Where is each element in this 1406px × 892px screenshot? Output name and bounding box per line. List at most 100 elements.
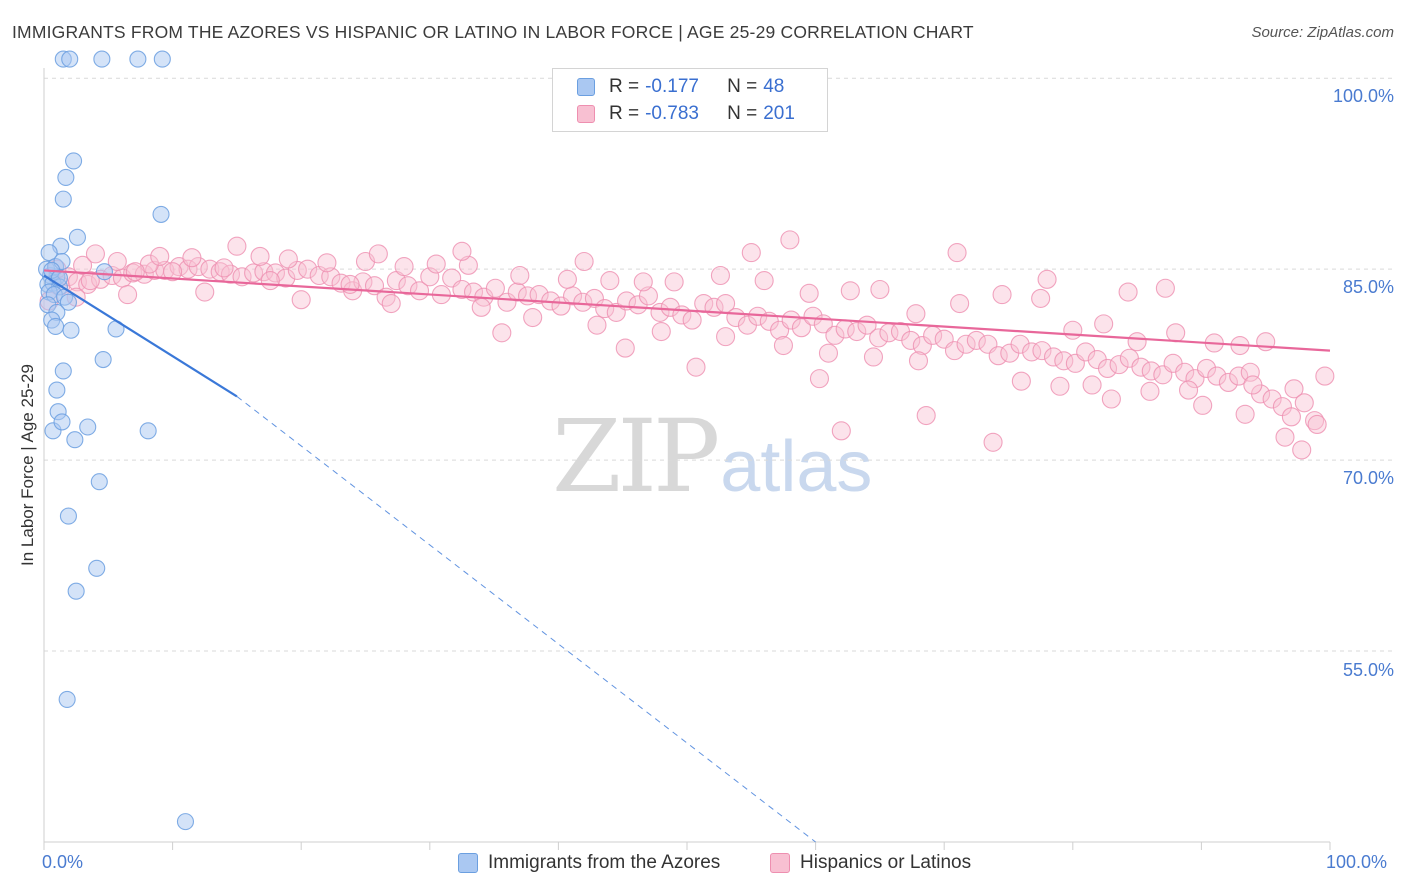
data-point-hispanic [1010, 334, 1030, 354]
data-point-hispanic [394, 257, 414, 277]
data-point-hispanic [1235, 404, 1255, 424]
data-point-hispanic [870, 279, 890, 300]
trendline-azores [43, 274, 238, 398]
data-point-azores [40, 244, 58, 262]
data-point-hispanic [682, 310, 702, 330]
data-point-hispanic [182, 248, 202, 268]
data-point-hispanic [741, 243, 761, 263]
data-point-hispanic [510, 265, 530, 286]
data-point-hispanic [523, 307, 543, 328]
data-point-hispanic [754, 271, 774, 291]
data-point-hispanic [150, 246, 170, 266]
data-point-hispanic [1193, 395, 1213, 415]
data-point-hispanic [1031, 288, 1051, 308]
data-point-hispanic [1262, 389, 1282, 409]
chart-title: IMMIGRANTS FROM THE AZORES VS HISPANIC O… [12, 22, 974, 42]
data-point-hispanic [458, 255, 478, 275]
data-point-hispanic [1109, 355, 1129, 375]
data-point-hispanic [1243, 375, 1263, 395]
x-tick-label-min: 0.0% [42, 852, 84, 872]
y-tick-label: 70.0% [1342, 468, 1394, 488]
data-point-hispanic [950, 293, 970, 314]
legend-r-label: R = [609, 103, 640, 124]
data-point-hispanic [381, 293, 401, 314]
data-point-hispanic [107, 251, 127, 272]
data-point-hispanic [1043, 347, 1064, 367]
data-point-hispanic [1294, 393, 1314, 413]
data-point-hispanic [298, 259, 318, 279]
data-point-hispanic [1218, 372, 1238, 392]
data-point-hispanic [125, 262, 145, 282]
legend-n-label: N = [727, 76, 758, 97]
data-point-hispanic [250, 246, 270, 266]
data-point-hispanic [686, 357, 706, 377]
data-point-hispanic [1240, 362, 1260, 382]
data-point-hispanic [1037, 269, 1057, 289]
y-axis-label: In Labor Force | Age 25-29 [18, 364, 37, 566]
data-point-azores [54, 362, 72, 380]
data-point-hispanic [587, 315, 607, 335]
data-point-hispanic [664, 272, 684, 292]
data-point-hispanic [507, 282, 527, 302]
legend-r-value-hispanic: -0.783 [645, 103, 699, 124]
correlation-legend: R = -0.177 N = 48 R = -0.783 N = 201 [552, 68, 828, 132]
data-point-hispanic [557, 269, 577, 289]
data-point-hispanic [1175, 362, 1195, 382]
data-point-hispanic [912, 335, 932, 356]
data-point-azores [95, 263, 113, 281]
data-point-hispanic [988, 346, 1008, 366]
data-point-hispanic [80, 271, 100, 291]
data-point-hispanic [426, 254, 446, 274]
data-point-hispanic [1032, 341, 1052, 361]
legend-swatch-hispanic [577, 105, 595, 123]
data-point-azores [129, 50, 147, 68]
data-point-azores [47, 317, 65, 335]
data-point-hispanic [420, 267, 440, 287]
data-point-hispanic [869, 328, 889, 348]
data-point-hispanic [773, 335, 794, 356]
x-tick-label-max: 100.0% [1326, 852, 1388, 872]
data-point-hispanic [1022, 342, 1042, 362]
data-point-azores [139, 422, 157, 440]
data-point-hispanic [573, 292, 593, 312]
data-point-hispanic [118, 285, 138, 305]
data-point-hispanic [615, 338, 635, 358]
data-point-hispanic [1050, 376, 1070, 396]
legend-n-value-azores: 48 [763, 76, 785, 97]
data-point-hispanic [317, 253, 337, 273]
data-point-hispanic [1076, 342, 1096, 362]
data-point-azores [176, 813, 195, 831]
data-point-hispanic [799, 283, 819, 303]
data-point-azores [59, 293, 77, 311]
data-point-hispanic [916, 405, 936, 426]
data-point-hispanic [1315, 366, 1335, 386]
data-point-azores [93, 50, 111, 68]
data-point-hispanic [471, 297, 491, 317]
data-point-hispanic [1155, 278, 1175, 298]
data-point-azores [59, 507, 77, 525]
data-point-hispanic [1141, 361, 1161, 381]
data-point-azores [61, 50, 79, 68]
data-point-hispanic [863, 347, 884, 367]
watermark-zip: ZIP [552, 398, 720, 515]
trendline-azores-extension [236, 396, 816, 843]
data-point-hispanic [276, 268, 296, 288]
data-point-azores [48, 381, 66, 399]
data-point-hispanic [492, 323, 512, 343]
y-tick-label: 55.0% [1342, 660, 1394, 680]
data-point-hispanic [966, 330, 986, 350]
data-point-hispanic [73, 255, 93, 275]
data-point-hispanic [1140, 381, 1160, 401]
data-point-hispanic [1307, 414, 1327, 435]
data-point-hispanic [1011, 371, 1031, 391]
data-point-hispanic [840, 281, 860, 301]
legend-row-hispanic: R = -0.783 N = 201 [577, 101, 795, 127]
data-point-hispanic [1178, 380, 1199, 400]
data-point-hispanic [947, 243, 967, 263]
data-point-hispanic [660, 297, 680, 317]
legend-swatch-azores [458, 853, 478, 873]
data-point-hispanic [1094, 314, 1114, 334]
data-point-azores [54, 190, 72, 208]
data-point-hispanic [1054, 351, 1074, 371]
data-point-azores [58, 690, 76, 708]
